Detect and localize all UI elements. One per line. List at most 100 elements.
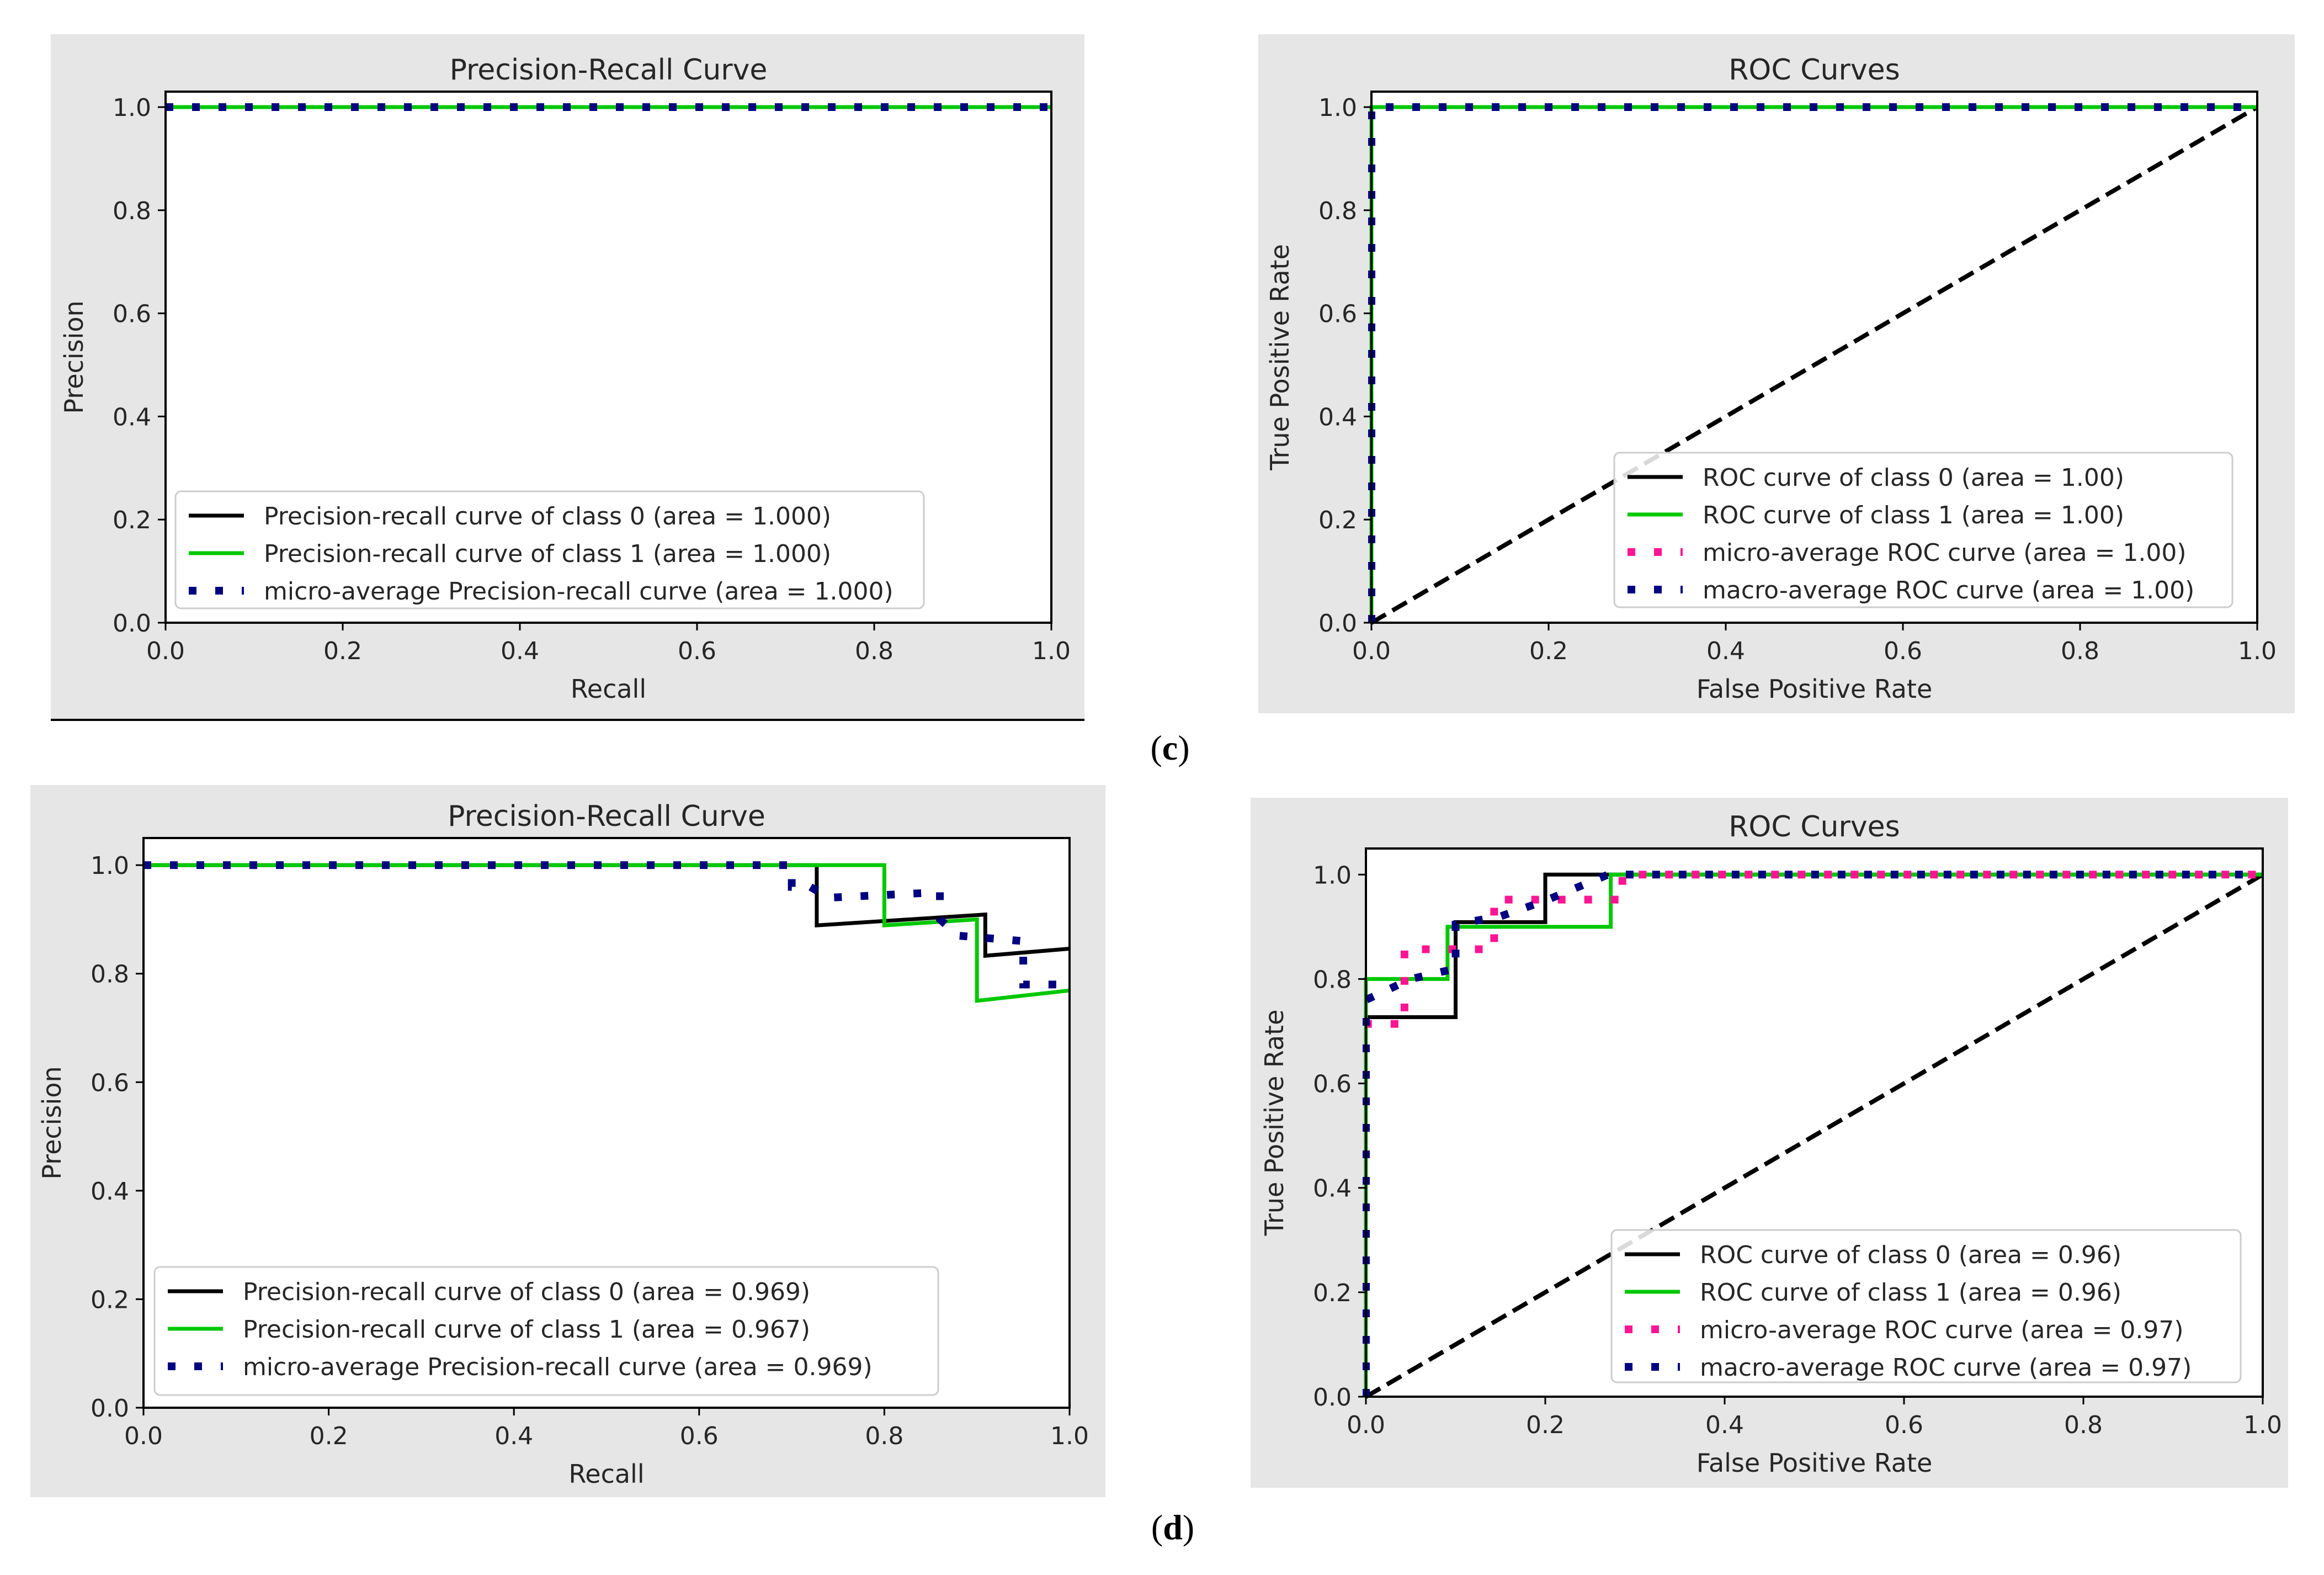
- x-tick-label: 0.6: [1884, 637, 1922, 665]
- series-line-1: [143, 863, 1070, 1003]
- legend: Precision-recall curve of class 0 (area …: [153, 1266, 939, 1396]
- x-tick-label: 0.6: [680, 1422, 719, 1450]
- y-tick-label: 0.6: [91, 1069, 129, 1097]
- legend-label-1: ROC curve of class 1 (area = 0.96): [1700, 1279, 2121, 1307]
- x-tick-label: 1.0: [2238, 637, 2277, 665]
- legend-label-3: macro-average ROC curve (area = 1.00): [1703, 576, 2194, 604]
- x-tick-label: 0.8: [865, 1422, 903, 1450]
- chart-title: Precision-Recall Curve: [448, 800, 765, 833]
- x-tick-label: 0.6: [678, 637, 716, 665]
- y-tick-label: 1.0: [113, 94, 151, 122]
- x-tick-label: 0.4: [1705, 1411, 1744, 1439]
- legend-label-0: Precision-recall curve of class 0 (area …: [264, 502, 831, 531]
- series-line-2: [143, 861, 1070, 989]
- x-tick-label: 0.0: [1352, 637, 1391, 665]
- x-tick-label: 0.8: [855, 637, 894, 665]
- legend-label-2: micro-average ROC curve (area = 0.97): [1700, 1316, 2184, 1344]
- x-tick-label: 0.8: [2061, 637, 2099, 665]
- legend-box: [153, 1266, 939, 1396]
- y-tick-label: 0.2: [113, 506, 151, 534]
- legend-label-2: micro-average Precision-recall curve (ar…: [243, 1353, 873, 1381]
- y-tick-label: 0.6: [113, 300, 151, 328]
- x-tick-label: 0.0: [146, 637, 185, 665]
- plot-frame: [1370, 91, 2258, 624]
- plot-frame: [1365, 847, 2264, 1398]
- legend-label-0: ROC curve of class 0 (area = 0.96): [1700, 1241, 2121, 1269]
- legend-box: [174, 490, 925, 609]
- x-tick-label: 1.0: [1050, 1422, 1089, 1450]
- x-axis-label: Recall: [568, 1459, 644, 1489]
- legend-label-1: ROC curve of class 1 (area = 1.00): [1703, 501, 2124, 529]
- x-tick-label: 0.2: [1529, 637, 1568, 665]
- y-tick-label: 0.4: [91, 1178, 129, 1206]
- legend-label-1: Precision-recall curve of class 1 (area …: [264, 540, 831, 568]
- x-tick-label: 0.2: [323, 637, 362, 665]
- chance-diagonal-line: [1364, 872, 2264, 1399]
- y-tick-label: 0.6: [1318, 300, 1357, 328]
- x-tick-label: 0.6: [1885, 1411, 1923, 1439]
- x-axis-label: False Positive Rate: [1697, 674, 1933, 704]
- y-axis-label: Precision: [59, 300, 89, 413]
- x-tick-label: 0.2: [310, 1422, 348, 1450]
- y-tick-label: 1.0: [1313, 861, 1352, 889]
- legend-box: [1613, 452, 2233, 608]
- legend-label-3: macro-average ROC curve (area = 0.97): [1700, 1354, 2192, 1382]
- series-line-2: [1363, 871, 2263, 1397]
- y-tick-label: 0.4: [1313, 1175, 1352, 1203]
- legend-label-1: Precision-recall curve of class 1 (area …: [243, 1316, 810, 1344]
- y-tick-label: 0.2: [91, 1286, 129, 1314]
- plot-lines: [143, 861, 1070, 1003]
- x-tick-label: 1.0: [1032, 637, 1071, 665]
- x-tick-label: 0.0: [124, 1422, 163, 1450]
- chart-c-roc: 0.0 0.2 0.4 0.6 0.8 1.0 0.0 0.2 0.4 0.6 0.8 1.0 ROC …: [1258, 34, 2295, 713]
- plot-frame: [142, 837, 1071, 1409]
- x-tick-label: 0.0: [1347, 1411, 1385, 1439]
- chart-d-pr: 0.0 0.2 0.4 0.6 0.8 1.0 0.0 0.2 0.4 0.6 0.8 1.0 Prec…: [30, 785, 1105, 1497]
- chance-diagonal-line: [1370, 105, 2259, 625]
- chart-d-roc: 0.0 0.2 0.4 0.6 0.8 1.00.00.20.40.60.81.0ROC …: [1251, 798, 2288, 1488]
- chart-title: ROC Curves: [1729, 54, 1900, 87]
- y-tick-label: 0.6: [1313, 1070, 1352, 1099]
- x-tick-label: 0.2: [1526, 1411, 1565, 1439]
- y-axis-label: Precision: [37, 1066, 67, 1179]
- x-tick-label: 0.8: [2064, 1411, 2103, 1439]
- y-tick-label: 0.0: [1313, 1383, 1352, 1412]
- y-tick-label: 1.0: [91, 852, 129, 880]
- y-tick-label: 1.0: [1318, 94, 1357, 122]
- y-tick-label: 0.2: [1313, 1279, 1352, 1307]
- legend-label-2: micro-average Precision-recall curve (ar…: [264, 577, 894, 606]
- caption-d: (d): [1151, 1508, 1195, 1547]
- series-line-3: [1363, 871, 2263, 1397]
- x-axis-label: Recall: [571, 674, 646, 704]
- plot-frame: [164, 91, 1052, 624]
- y-tick-label: 0.2: [1318, 506, 1357, 534]
- y-tick-label: 0.8: [1318, 197, 1357, 225]
- y-tick-label: 0.4: [1318, 403, 1357, 431]
- y-tick-label: 0.4: [113, 403, 151, 431]
- x-tick-label: 0.4: [494, 1422, 533, 1450]
- x-axis-label: False Positive Rate: [1697, 1448, 1933, 1478]
- legend-label-0: ROC curve of class 0 (area = 1.00): [1703, 464, 2124, 492]
- y-axis-label: True Positive Rate: [1265, 244, 1295, 471]
- legend: ROC curve of class 0 (area = 1.00) ROC cu…: [1613, 452, 2233, 608]
- legend: Precision-recall curve of class 0 (area …: [174, 490, 925, 609]
- y-tick-label: 0.8: [1313, 966, 1352, 994]
- y-axis-label: True Positive Rate: [1259, 1010, 1289, 1237]
- y-tick-label: 0.0: [91, 1394, 129, 1423]
- y-tick-label: 0.8: [113, 197, 151, 225]
- caption-c: (c): [1150, 728, 1190, 767]
- legend-box: [1610, 1229, 2242, 1383]
- legend-label-0: Precision-recall curve of class 0 (area …: [243, 1278, 810, 1306]
- chart-title: ROC Curves: [1729, 810, 1900, 844]
- x-tick-label: 1.0: [2243, 1411, 2282, 1439]
- legend-label-2: micro-average ROC curve (area = 1.00): [1703, 539, 2187, 567]
- chart-title: Precision-Recall Curve: [450, 54, 768, 87]
- x-tick-label: 0.4: [501, 637, 539, 665]
- y-tick-label: 0.8: [91, 961, 129, 989]
- y-tick-label: 0.0: [1318, 609, 1357, 638]
- x-tick-label: 0.4: [1706, 637, 1745, 665]
- legend: ROC curve of class 0 (area = 0.96) ROC cu…: [1610, 1229, 2242, 1383]
- chart-c-pr: 0.0 0.2 0.4 0.6 0.8 1.0 0.0 0.2 0.4 0.6 0.8 1.0 Prec…: [51, 34, 1084, 721]
- y-tick-label: 0.0: [113, 609, 151, 638]
